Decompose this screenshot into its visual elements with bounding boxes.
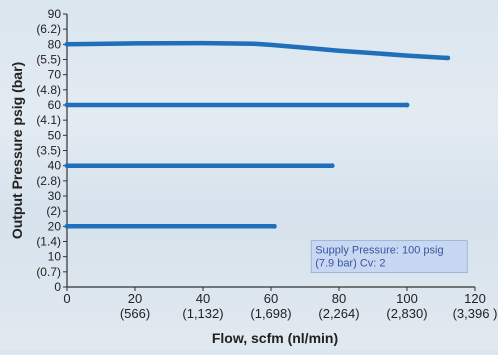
- y-tick-label: (2): [46, 204, 61, 218]
- supply-pressure-line-1: Supply Pressure: 100 psig: [315, 245, 443, 257]
- x-tick-sublabel: (1,132): [182, 306, 223, 321]
- series-end-point: [329, 163, 335, 169]
- series-end-point: [445, 55, 451, 61]
- x-tick-label: 60: [264, 291, 278, 306]
- y-tick-label: (3.5): [36, 144, 61, 158]
- y-tick-label: (1.4): [36, 235, 61, 249]
- supply-pressure-line-2: (7.9 bar) Cv: 2: [315, 258, 385, 270]
- supply-pressure-box: [310, 240, 468, 274]
- x-tick-sublabel: (2,264): [318, 306, 359, 321]
- y-tick-label: (6.2): [36, 22, 61, 36]
- axes-group: [63, 13, 476, 291]
- x-tick-labels: 0 20(566) 40(1,132) 60(1,698) 80(2,264) 100(2…: [63, 291, 497, 321]
- y-tick-label: 30: [48, 189, 62, 203]
- y-tick-label: 60: [48, 98, 62, 112]
- y-tick-label: 70: [48, 68, 62, 82]
- series-group: [64, 40, 451, 229]
- x-tick-label: 100: [396, 291, 418, 306]
- x-tick-sublabel: (2,830): [386, 306, 427, 321]
- series-start-point: [64, 102, 70, 108]
- y-tick-label: (5.5): [36, 53, 61, 67]
- y-tick-label: (0.7): [36, 265, 61, 279]
- x-axis-title: Flow, scfm (nl/min): [212, 330, 338, 346]
- series-start-point: [64, 163, 70, 169]
- series-end-point: [404, 102, 410, 108]
- y-tick-label: 50: [48, 128, 62, 142]
- y-tick-label: 10: [48, 250, 62, 264]
- y-tick-label: (2.8): [36, 174, 61, 188]
- x-tick-label: 120: [464, 291, 486, 306]
- annotation-group: Supply Pressure: 100 psig (7.9 bar) Cv: …: [310, 240, 468, 274]
- y-tick-label: 20: [48, 219, 62, 233]
- y-axis-title: Output Pressure psig (bar): [9, 62, 25, 239]
- x-tick-label: 40: [196, 291, 210, 306]
- series-start-point: [64, 41, 70, 47]
- y-tick-label: 0: [54, 280, 61, 294]
- y-tick-label: 80: [48, 37, 62, 51]
- x-tick-label: 0: [63, 291, 70, 306]
- x-tick-sublabel: (1,698): [250, 306, 291, 321]
- y-tick-label: (4.8): [36, 83, 61, 97]
- x-tick-sublabel: (3,396 ): [453, 306, 498, 321]
- y-tick-label: 90: [48, 7, 62, 21]
- y-tick-label: (4.1): [36, 113, 61, 127]
- series-line: [64, 40, 451, 61]
- series-start-point: [64, 223, 70, 229]
- series-end-point: [272, 223, 277, 229]
- y-tick-label: 40: [48, 159, 62, 173]
- y-tick-labels: 0(0.7)10(1.4) 20(2)30(2.8)40(3.5) 50(4.1)6…: [36, 7, 61, 294]
- x-tick-label: 80: [332, 291, 346, 306]
- x-tick-label: 20: [128, 291, 142, 306]
- x-tick-sublabel: (566): [120, 306, 150, 321]
